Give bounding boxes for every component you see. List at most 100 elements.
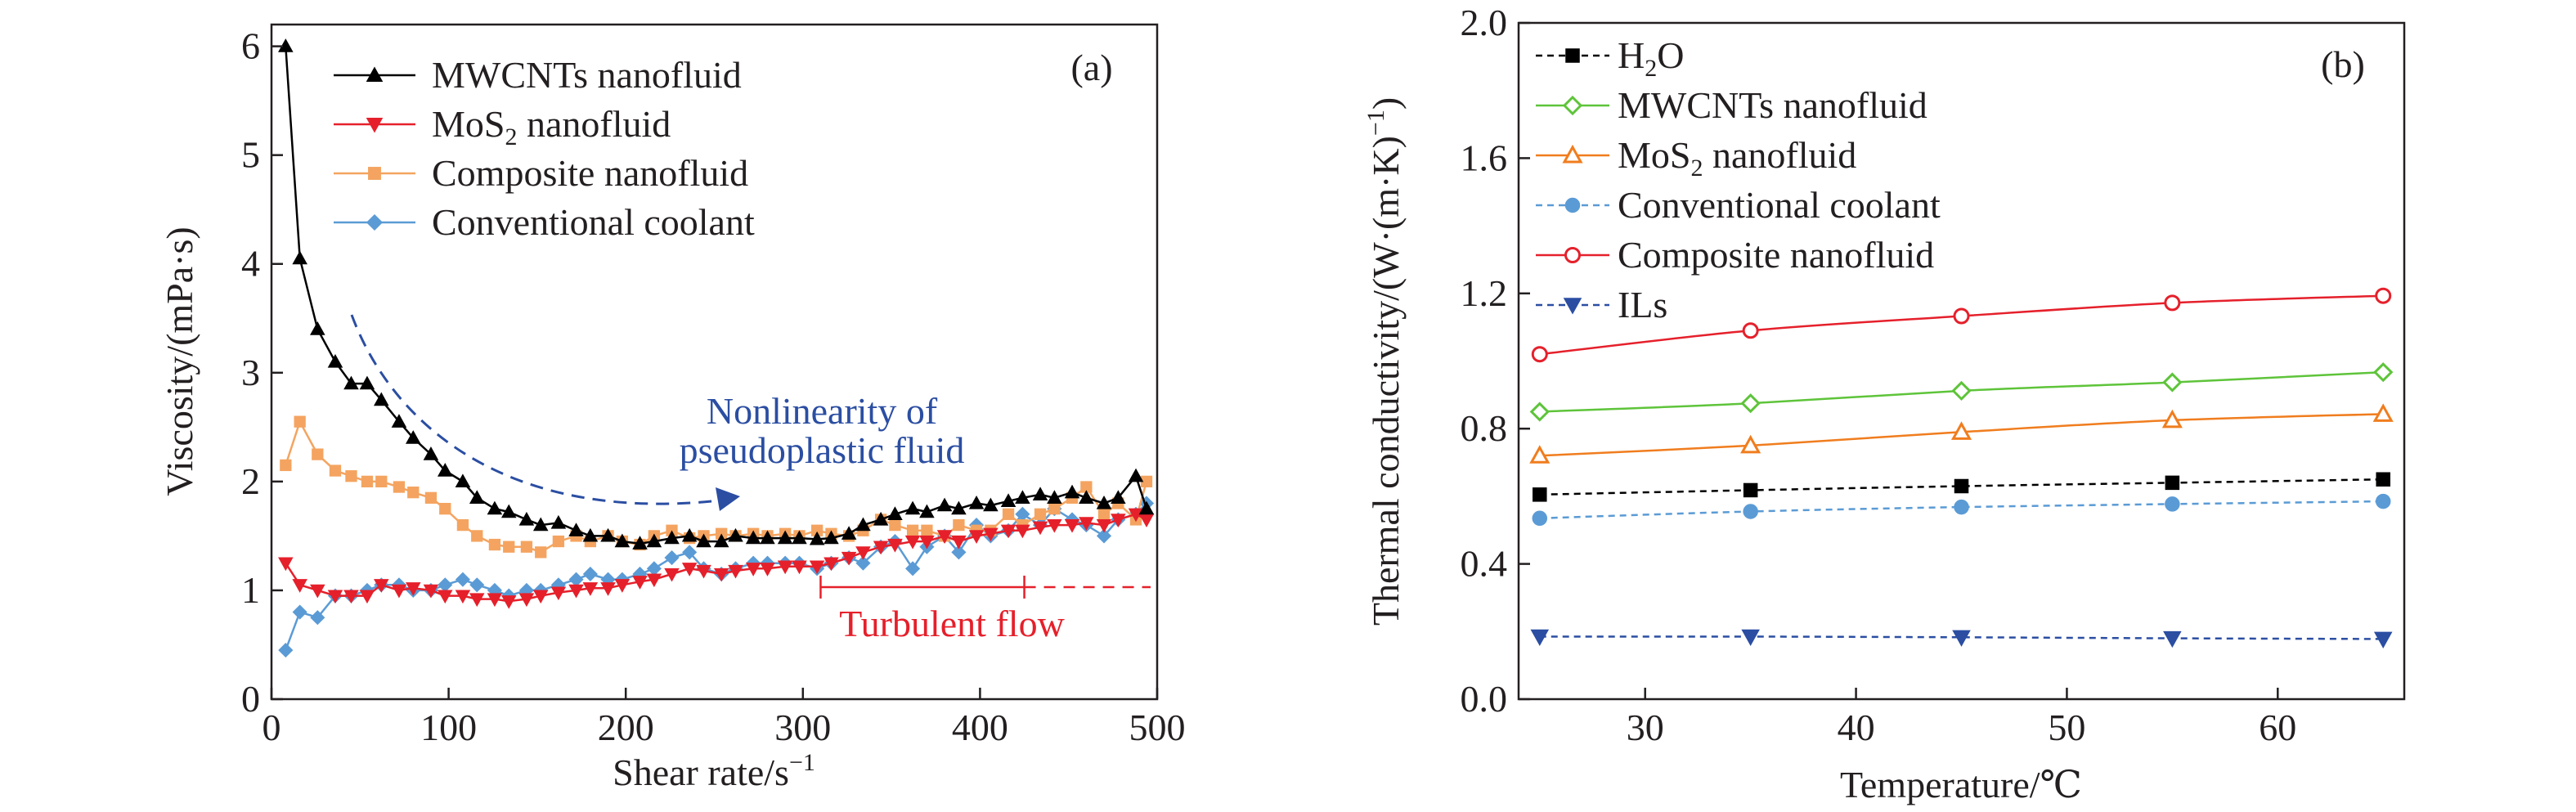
y-tick-label: 3 bbox=[241, 352, 260, 393]
legend-label-mos2-nanofluid: MoS2 nanofluid bbox=[1618, 134, 1856, 182]
data-point bbox=[456, 518, 469, 532]
data-point bbox=[1138, 500, 1155, 515]
data-point bbox=[1743, 504, 1758, 519]
legend-marker bbox=[1562, 95, 1583, 116]
panel-a-xlabel-text: Shear rate/s bbox=[613, 751, 789, 793]
data-point bbox=[792, 530, 807, 545]
y-tick-label: 1.2 bbox=[1461, 272, 1508, 314]
data-point bbox=[919, 535, 935, 550]
legend-label-conventional-coolant: Conventional coolant bbox=[432, 201, 755, 243]
panel-a-xlabel-sup: −1 bbox=[789, 749, 815, 776]
panel-a-series-layer bbox=[278, 38, 1155, 658]
series-mos2-nanofluid bbox=[278, 508, 1155, 609]
legend-item-composite-nanofluid: Composite nanofluid bbox=[334, 152, 748, 194]
data-point bbox=[1079, 490, 1094, 504]
data-point bbox=[855, 555, 871, 571]
legend-marker bbox=[1564, 247, 1581, 263]
data-point bbox=[439, 502, 451, 515]
data-point bbox=[713, 533, 729, 548]
series-line-h2o bbox=[1539, 478, 2384, 496]
data-point bbox=[1741, 629, 1760, 647]
legend-label-mwcnts-nanofluid: MWCNTs nanofluid bbox=[432, 54, 742, 96]
data-point bbox=[469, 577, 485, 593]
data-point bbox=[855, 546, 871, 560]
data-point bbox=[1002, 508, 1015, 520]
data-point bbox=[500, 595, 517, 609]
data-point bbox=[983, 497, 999, 512]
data-point bbox=[312, 448, 324, 460]
data-point bbox=[968, 530, 985, 544]
data-point bbox=[646, 573, 662, 588]
data-point bbox=[873, 541, 889, 555]
legend-item-conventional-coolant: Conventional coolant bbox=[1536, 184, 1941, 226]
y-tick-label: 0.8 bbox=[1461, 407, 1508, 449]
data-point bbox=[614, 579, 631, 593]
data-point bbox=[407, 487, 420, 499]
data-point bbox=[487, 500, 503, 515]
data-point bbox=[1532, 510, 1548, 527]
data-point bbox=[1000, 524, 1016, 539]
panel-b-xlabel: Temperature/℃ bbox=[1840, 764, 2082, 805]
data-point bbox=[327, 590, 343, 604]
data-point bbox=[518, 593, 535, 608]
panel-b-axes: 30 40 50 60 0.0 0.4 0.8 1.2 1.6 2.0 bbox=[1461, 2, 2297, 748]
data-point bbox=[292, 250, 307, 265]
data-point bbox=[951, 500, 967, 515]
data-point bbox=[696, 533, 711, 548]
data-point bbox=[1111, 514, 1126, 527]
data-point bbox=[1138, 514, 1155, 527]
data-point bbox=[1064, 518, 1080, 533]
series-composite-nanofluid bbox=[1531, 287, 2392, 363]
data-point bbox=[873, 511, 889, 526]
panel-a-plot-frame bbox=[270, 23, 1159, 701]
data-point bbox=[391, 414, 407, 428]
panel-b-label: (b) bbox=[2321, 43, 2365, 85]
data-point bbox=[809, 560, 825, 575]
data-point bbox=[1128, 468, 1144, 482]
x-tick-label: 40 bbox=[1838, 707, 1875, 748]
data-point bbox=[1128, 508, 1144, 523]
data-point bbox=[568, 572, 584, 587]
data-point bbox=[2372, 403, 2394, 422]
data-point bbox=[437, 463, 453, 477]
y-tick-label: 0 bbox=[241, 678, 260, 720]
data-point bbox=[824, 557, 839, 572]
data-point bbox=[2163, 630, 2182, 648]
legend-marker bbox=[366, 66, 384, 82]
data-point bbox=[535, 546, 547, 559]
x-tick-label: 30 bbox=[1627, 707, 1664, 748]
data-point bbox=[745, 563, 761, 576]
data-point bbox=[728, 527, 743, 542]
data-point bbox=[488, 538, 501, 551]
data-point bbox=[1047, 518, 1062, 533]
y-tick-label: 4 bbox=[241, 243, 260, 285]
legend-item-mos2-nanofluid: MoS2 nanofluid bbox=[334, 103, 671, 150]
y-tick-label: 1.6 bbox=[1461, 137, 1508, 178]
data-point bbox=[809, 531, 825, 545]
data-point bbox=[310, 584, 325, 599]
data-point bbox=[824, 530, 839, 545]
data-point bbox=[1047, 490, 1062, 504]
data-point bbox=[437, 590, 453, 604]
x-tick-label: 400 bbox=[952, 707, 1008, 748]
legend-item-mos2-nanofluid: MoS2 nanofluid bbox=[1536, 134, 1856, 182]
panel-a-ylabel: Viscosity/(mPa·s) bbox=[159, 227, 200, 496]
data-point bbox=[532, 517, 549, 532]
series-mos2-nanofluid bbox=[1529, 403, 2394, 464]
data-point bbox=[713, 568, 729, 582]
legend-marker bbox=[368, 167, 381, 180]
data-point bbox=[1064, 484, 1080, 499]
legend-marker bbox=[366, 118, 384, 133]
data-point bbox=[2161, 409, 2183, 428]
data-point bbox=[1015, 490, 1030, 504]
data-point bbox=[887, 538, 903, 553]
data-point bbox=[906, 524, 919, 536]
data-point bbox=[582, 527, 599, 542]
legend-item-mwcnts-nanofluid: MWCNTs nanofluid bbox=[1536, 84, 1928, 126]
data-point bbox=[2165, 496, 2180, 512]
legend-marker bbox=[1564, 197, 1581, 213]
y-tick-label: 2 bbox=[241, 460, 260, 502]
panel-b-plot-frame bbox=[1517, 21, 2406, 701]
data-point bbox=[292, 579, 307, 593]
